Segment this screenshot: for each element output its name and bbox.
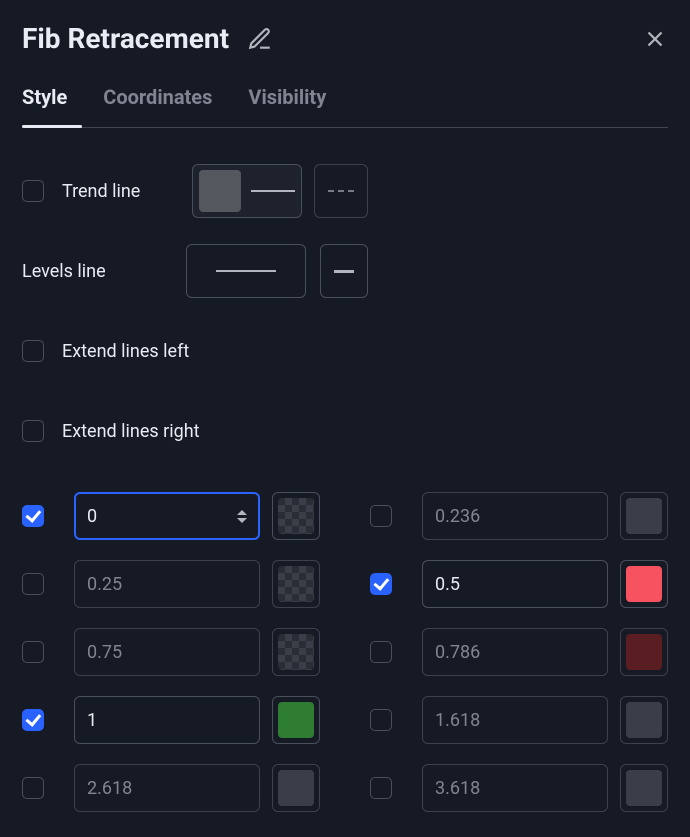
color-swatch-inner	[278, 498, 314, 534]
extend-right-checkbox[interactable]	[22, 420, 44, 442]
fib-level-cell: 0.75	[22, 628, 320, 676]
fib-level-color-swatch[interactable]	[272, 696, 320, 744]
fib-level-value-text: 0.236	[435, 506, 480, 527]
extend-left-row: Extend lines left	[22, 324, 668, 378]
fib-level-cell: 0.236	[370, 492, 668, 540]
color-swatch-inner	[626, 498, 662, 534]
dialog-header: Fib Retracement	[22, 22, 668, 55]
trend-line-checkbox[interactable]	[22, 180, 44, 202]
trend-line-color-style-picker[interactable]	[192, 164, 302, 218]
fib-level-value-input[interactable]: 0.5	[422, 560, 608, 608]
extend-left-checkbox[interactable]	[22, 340, 44, 362]
fib-level-cell: 0.25	[22, 560, 320, 608]
fib-level-value-input[interactable]: 3.618	[422, 764, 608, 812]
levels-line-style-picker[interactable]	[186, 244, 306, 298]
fib-level-cell: 1	[22, 696, 320, 744]
fib-level-value-text: 0.25	[87, 574, 122, 595]
fib-level-color-swatch[interactable]	[620, 764, 668, 812]
fib-level-value-input[interactable]: 0	[74, 492, 260, 540]
fib-level-checkbox[interactable]	[22, 573, 44, 595]
fib-level-value-input[interactable]: 0.25	[74, 560, 260, 608]
fib-level-value-text: 0	[87, 506, 97, 527]
fib-level-checkbox[interactable]	[370, 573, 392, 595]
fib-level-value-text: 2.618	[87, 778, 132, 799]
tab-style[interactable]: Style	[22, 85, 67, 109]
tab-visibility[interactable]: Visibility	[248, 85, 326, 109]
color-swatch-inner	[626, 634, 662, 670]
fib-levels-grid: 0 0.236 0.25 0.5 0.75 0.786 1 1.618 2.618 3.618	[22, 492, 668, 812]
spinner-down-icon[interactable]	[237, 518, 247, 523]
spinner-up-icon[interactable]	[237, 510, 247, 515]
fib-level-cell: 3.618	[370, 764, 668, 812]
fib-level-value-text: 0.75	[87, 642, 122, 663]
fib-level-color-swatch[interactable]	[620, 560, 668, 608]
color-swatch-inner	[278, 770, 314, 806]
fib-level-value-text: 1.618	[435, 710, 480, 731]
fib-level-value-text: 0.786	[435, 642, 480, 663]
fib-level-color-swatch[interactable]	[620, 492, 668, 540]
fib-level-color-swatch[interactable]	[620, 696, 668, 744]
trend-line-row: Trend line	[22, 164, 668, 218]
fib-level-checkbox[interactable]	[22, 777, 44, 799]
fib-retracement-dialog: Fib Retracement Style Coordinates Visibi…	[0, 0, 690, 812]
fib-level-color-swatch[interactable]	[272, 764, 320, 812]
rename-icon[interactable]	[247, 26, 273, 52]
fib-level-cell: 2.618	[22, 764, 320, 812]
fib-level-color-swatch[interactable]	[272, 628, 320, 676]
fib-level-value-text: 1	[87, 710, 97, 731]
trend-line-dash-picker[interactable]	[314, 164, 368, 218]
trend-line-style-sample	[251, 190, 295, 192]
fib-level-color-swatch[interactable]	[272, 560, 320, 608]
color-swatch-inner	[626, 702, 662, 738]
fib-level-checkbox[interactable]	[22, 709, 44, 731]
levels-line-style-sample	[216, 270, 276, 272]
thickness-bar-icon	[334, 270, 354, 273]
trend-line-label: Trend line	[62, 181, 140, 202]
color-swatch-inner	[278, 634, 314, 670]
fib-level-cell: 0	[22, 492, 320, 540]
color-swatch-inner	[278, 566, 314, 602]
levels-line-thickness-picker[interactable]	[320, 244, 368, 298]
fib-level-checkbox[interactable]	[370, 505, 392, 527]
fib-level-value-text: 3.618	[435, 778, 480, 799]
fib-level-checkbox[interactable]	[370, 709, 392, 731]
fib-level-value-text: 0.5	[435, 574, 460, 595]
fib-level-value-input[interactable]: 0.236	[422, 492, 608, 540]
color-swatch-inner	[626, 770, 662, 806]
fib-level-value-input[interactable]: 0.75	[74, 628, 260, 676]
levels-line-row: Levels line	[22, 244, 668, 298]
fib-level-value-input[interactable]: 0.786	[422, 628, 608, 676]
color-swatch-inner	[626, 566, 662, 602]
dialog-title: Fib Retracement	[22, 22, 229, 55]
close-icon[interactable]	[642, 26, 668, 52]
fib-level-checkbox[interactable]	[22, 641, 44, 663]
extend-right-row: Extend lines right	[22, 404, 668, 458]
fib-level-checkbox[interactable]	[370, 641, 392, 663]
color-swatch-inner	[278, 702, 314, 738]
fib-level-value-input[interactable]: 2.618	[74, 764, 260, 812]
extend-right-label: Extend lines right	[62, 421, 200, 442]
tab-coordinates[interactable]: Coordinates	[103, 85, 212, 109]
fib-level-cell: 1.618	[370, 696, 668, 744]
tabs: Style Coordinates Visibility	[22, 85, 668, 128]
number-spinner[interactable]	[232, 494, 252, 538]
fib-level-checkbox[interactable]	[22, 505, 44, 527]
levels-line-label: Levels line	[22, 261, 106, 282]
fib-level-color-swatch[interactable]	[620, 628, 668, 676]
active-tab-underline	[22, 125, 82, 128]
extend-left-label: Extend lines left	[62, 341, 189, 362]
fib-level-cell: 0.786	[370, 628, 668, 676]
fib-level-value-input[interactable]: 1.618	[422, 696, 608, 744]
fib-level-checkbox[interactable]	[370, 777, 392, 799]
fib-level-cell: 0.5	[370, 560, 668, 608]
fib-level-value-input[interactable]: 1	[74, 696, 260, 744]
fib-level-color-swatch[interactable]	[272, 492, 320, 540]
trend-line-color-swatch	[199, 170, 241, 212]
